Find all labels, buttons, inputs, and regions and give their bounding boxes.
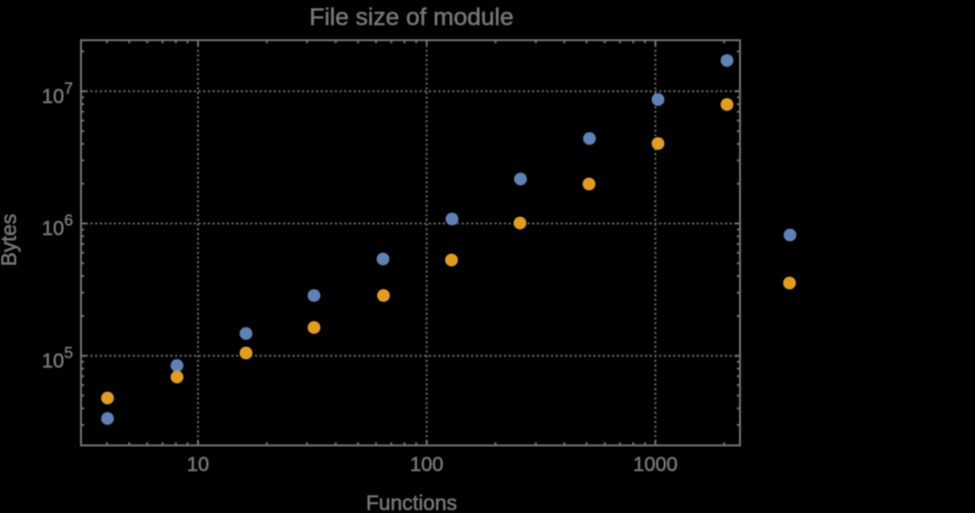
svg-text:100: 100: [410, 454, 443, 476]
svg-text:File size of module: File size of module: [309, 4, 513, 31]
svg-text:Bytes: Bytes: [0, 214, 21, 267]
svg-text:105: 105: [42, 345, 73, 373]
svg-text:Functions: Functions: [366, 492, 457, 513]
svg-text:10: 10: [187, 454, 209, 476]
svg-text:1000: 1000: [633, 454, 678, 476]
